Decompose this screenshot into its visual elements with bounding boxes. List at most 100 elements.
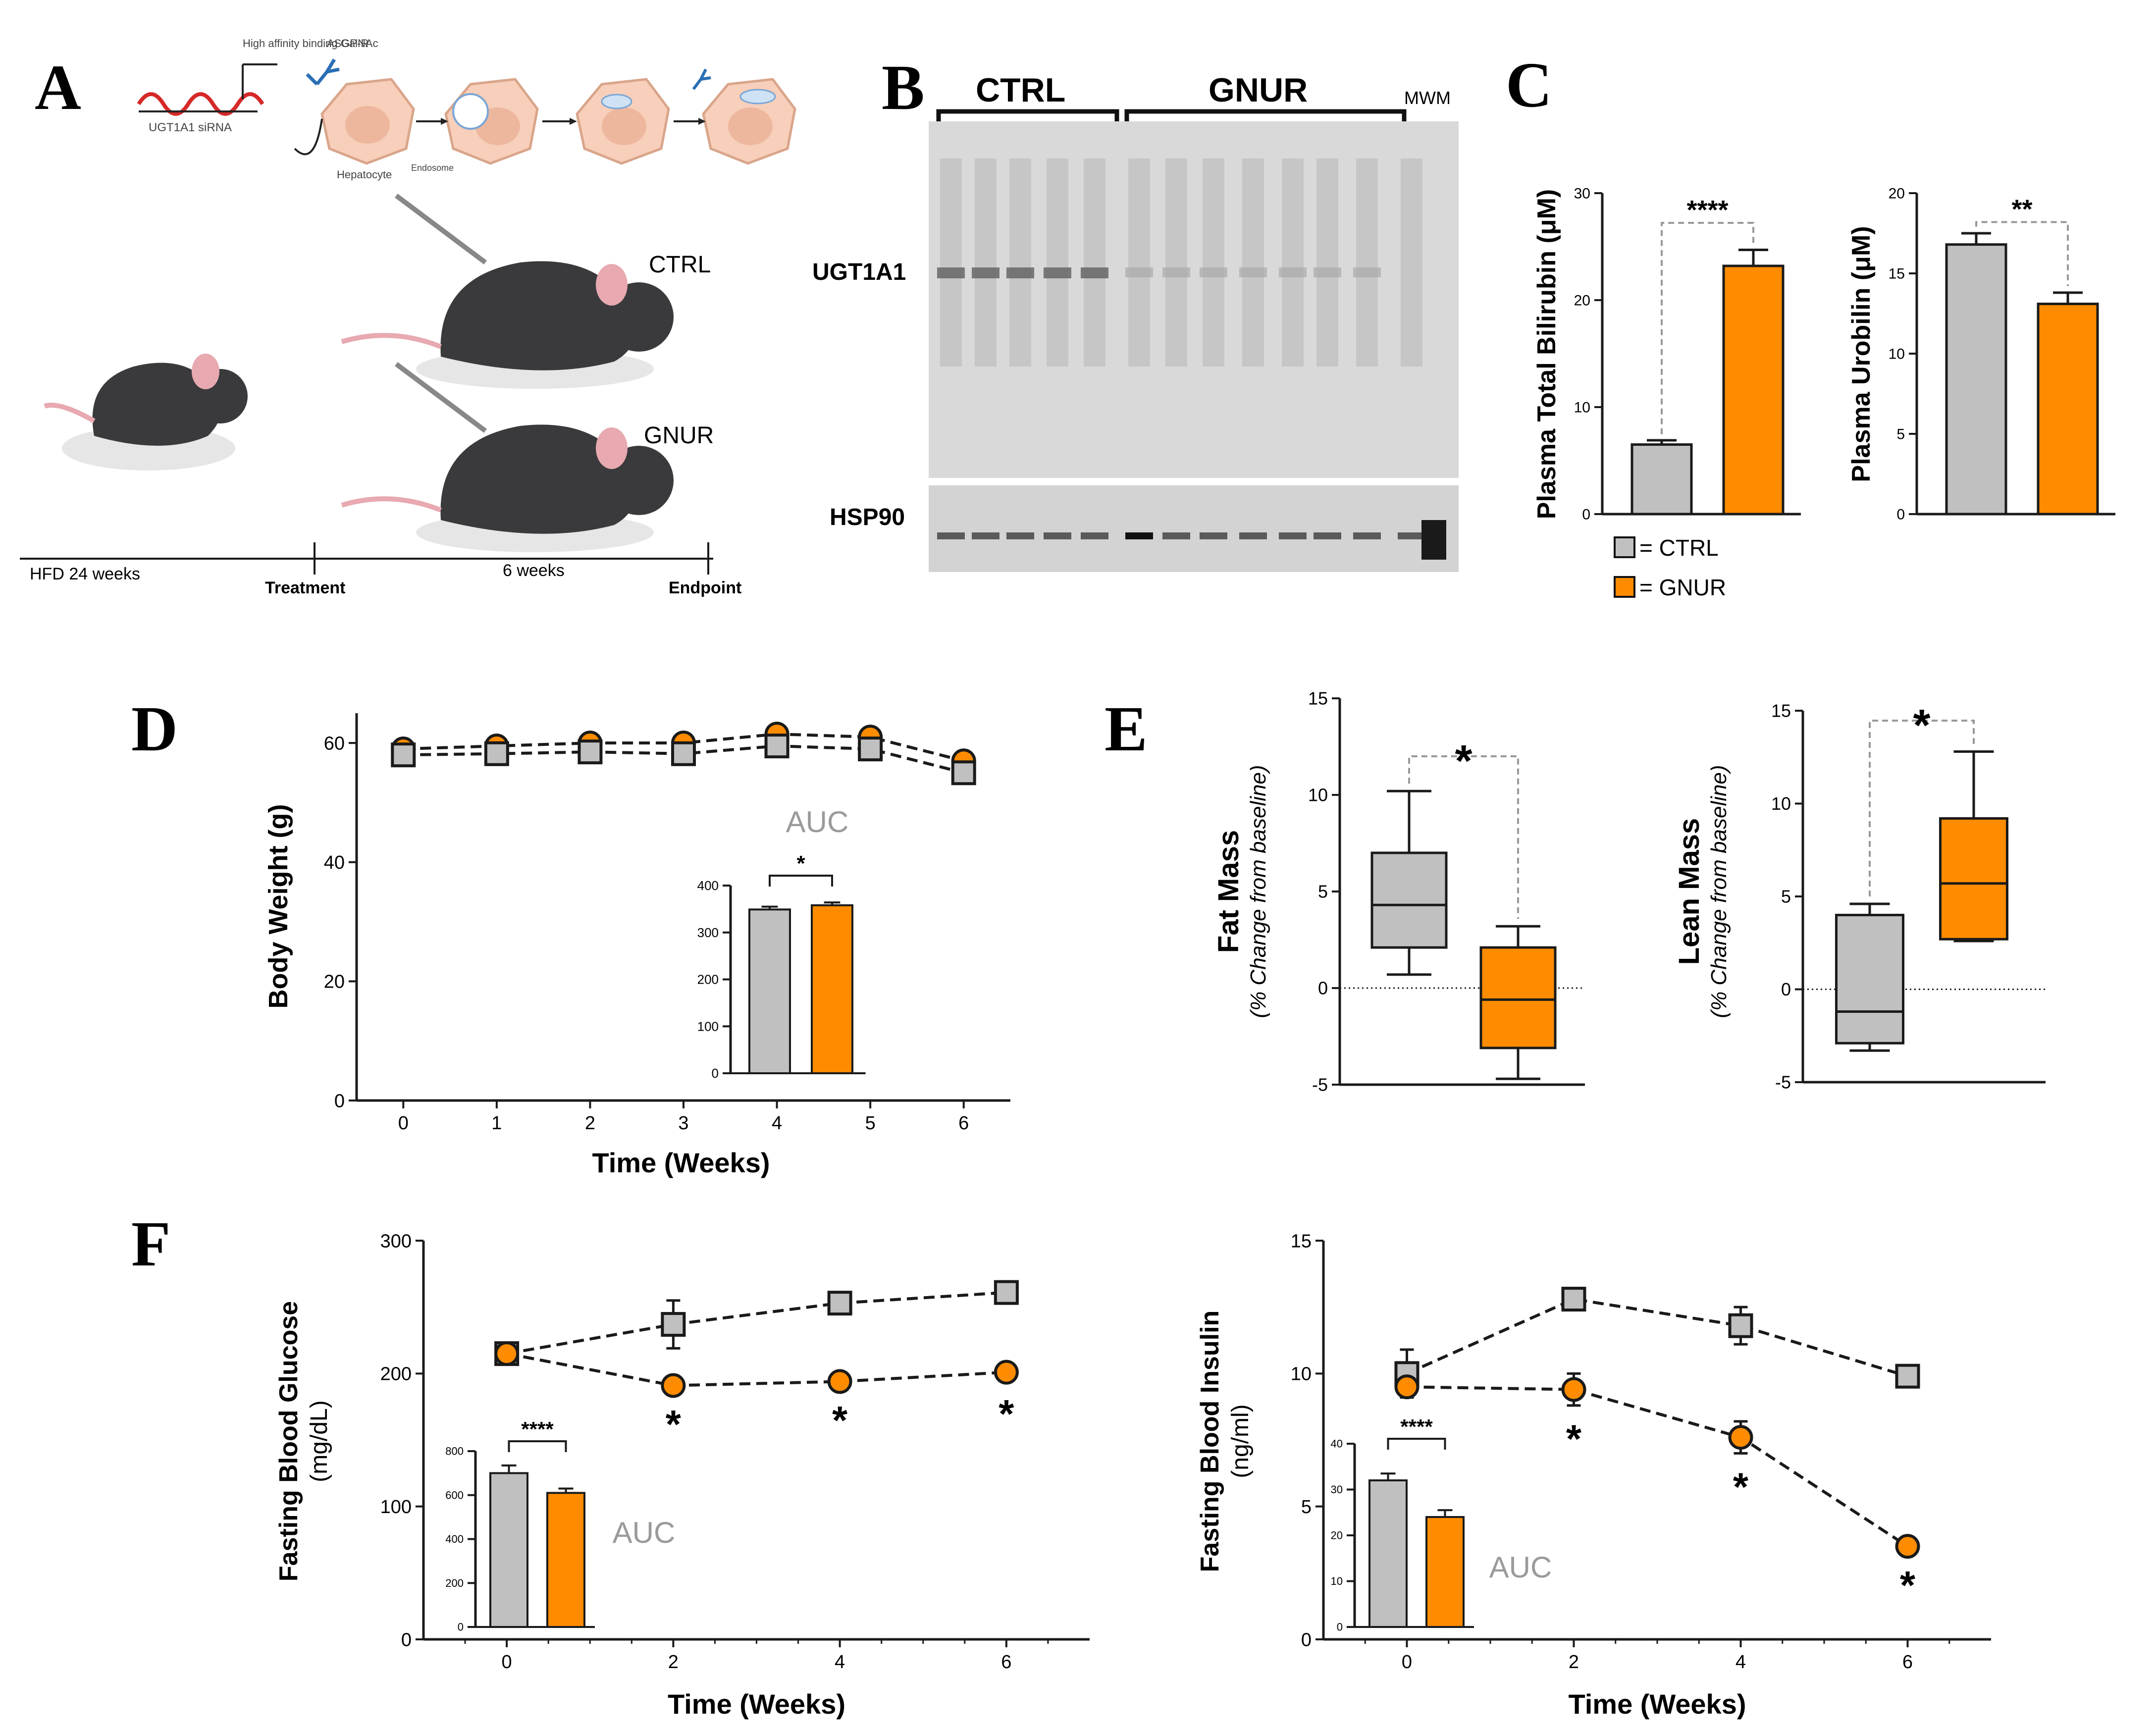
series-line <box>1406 1297 1908 1378</box>
point-gnur <box>1895 1534 1920 1559</box>
y-tick-label: 0 <box>458 1621 464 1633</box>
series-line <box>506 1352 1007 1387</box>
band-label-hsp90: HSP90 <box>830 504 905 530</box>
y-tick-label: 300 <box>380 1231 412 1252</box>
x-tick-label: 4 <box>1735 1652 1746 1673</box>
bar-ctrl <box>1945 243 2007 516</box>
y-axis-sublabel: (mg/dL) <box>306 1400 332 1482</box>
panel-letter-e: E <box>1104 693 1148 765</box>
point-ctrl <box>391 742 416 768</box>
legend-swatch-gnur <box>1614 576 1635 598</box>
y-tick-label: 100 <box>380 1497 412 1518</box>
hepatocyte-label: Hepatocyte <box>337 168 392 181</box>
x-tick-label: 2 <box>1569 1652 1579 1673</box>
x-axis-label: Time (Weeks) <box>668 1688 845 1720</box>
y-tick-label: 800 <box>445 1445 464 1458</box>
bar-ctrl <box>1630 443 1693 516</box>
blot-lane <box>1165 158 1187 367</box>
significance-label: * <box>1913 701 1930 750</box>
inset-significance-label: * <box>796 851 805 876</box>
timeline-duration: 6 weeks <box>503 561 565 580</box>
series-line <box>506 1291 1007 1356</box>
blot-band-hsp90 <box>1398 532 1425 539</box>
point-gnur <box>827 1369 852 1394</box>
blot-band-ugt1a1 <box>1200 267 1227 277</box>
inset-significance-bracket <box>1387 1438 1446 1450</box>
sirna-label: UGT1A1 siRNA <box>149 121 232 134</box>
chart-fasting-insulin: 0 5 10 15 0 2 4 6 Time (Weeks) Fasting Blood Insu… <box>1196 1231 1991 1720</box>
point-ctrl <box>484 741 509 766</box>
point-ctrl <box>1895 1363 1920 1389</box>
blot-lane <box>940 158 962 367</box>
y-tick-label: 30 <box>1331 1483 1343 1496</box>
y-tick-label: 200 <box>445 1577 464 1589</box>
y-tick-label: 10 <box>1308 785 1328 805</box>
y-tick-label: 0 <box>401 1629 412 1650</box>
inset-bar-gnur <box>1425 1516 1465 1628</box>
blot-band-hsp90 <box>972 532 999 539</box>
panel-letter-c: C <box>1506 50 1552 121</box>
inset-bar-ctrl <box>748 908 791 1074</box>
bracket-ctrl <box>936 109 1119 124</box>
point-gnur <box>1561 1377 1586 1402</box>
y-tick-label: 10 <box>1771 793 1791 814</box>
y-tick-label: 10 <box>1291 1364 1312 1385</box>
y-tick-label: 300 <box>697 925 719 940</box>
asgpr-label: ASGP-R <box>327 37 368 50</box>
y-tick-label: -5 <box>1775 1072 1791 1093</box>
series-line <box>1407 1385 1909 1548</box>
blot-band-hsp90 <box>1279 532 1307 539</box>
blot-band-ugt1a1 <box>972 267 999 278</box>
significance-bracket <box>1975 221 2069 286</box>
blot-lane <box>1356 158 1378 367</box>
y-tick-label: 20 <box>1574 293 1590 309</box>
blot-lane <box>975 158 997 367</box>
hepatocyte-2: Endosome <box>411 78 539 173</box>
chart-bilirubin: 0 10 20 30 Plasma Total Bilirubin (μM) **** <box>1532 186 1801 523</box>
group-label-ctrl: CTRL <box>649 252 711 278</box>
y-tick-label: 20 <box>1889 186 1905 202</box>
mouse-gnur-icon <box>341 362 674 552</box>
x-tick-label: 1 <box>491 1113 502 1134</box>
hepatocyte-4 <box>692 68 796 165</box>
blot-band-ugt1a1 <box>1279 267 1307 277</box>
y-tick-label: 40 <box>324 852 345 873</box>
significance-star: * <box>999 1392 1014 1436</box>
x-axis-label: Time (Weeks) <box>592 1147 770 1178</box>
y-tick-label: -5 <box>1312 1075 1328 1095</box>
group-label-gnur: GNUR <box>644 422 714 449</box>
y-axis-sublabel: (% Change from baseline) <box>1246 765 1270 1018</box>
receptor-icon <box>306 58 340 86</box>
timeline-endpoint: Endpoint <box>669 578 741 597</box>
blot-band-ugt1a1 <box>1239 267 1267 277</box>
inset-bar-gnur <box>546 1492 585 1628</box>
point-gnur <box>1728 1425 1753 1450</box>
y-tick-label: 15 <box>1291 1231 1312 1252</box>
panel-letter-f: F <box>131 1208 170 1280</box>
y-tick-label: 40 <box>1331 1438 1343 1450</box>
y-tick-label: 400 <box>445 1533 464 1545</box>
inset-significance-label: **** <box>1400 1415 1433 1438</box>
blot-group-ctrl: CTRL <box>976 71 1065 109</box>
blot-lane <box>1203 158 1224 367</box>
significance-label: * <box>1455 736 1472 786</box>
y-tick-label: 15 <box>1771 701 1791 721</box>
significance-bracket <box>1869 720 1975 896</box>
blot-band-ugt1a1 <box>1353 267 1381 277</box>
point-ctrl <box>578 739 603 765</box>
inset-bar-gnur <box>811 904 853 1075</box>
blot-lane <box>1084 158 1105 367</box>
chart-fasting-glucose: 0 100 200 300 0 2 4 6 Time (Weeks) Fasting Blood … <box>274 1231 1090 1720</box>
inset-significance-bracket <box>508 1440 567 1452</box>
point-ctrl <box>1561 1287 1586 1312</box>
box-gnur <box>1939 817 2008 941</box>
blot-band-hsp90 <box>1200 532 1227 539</box>
blot-band-hsp90 <box>1239 532 1267 539</box>
inset-title: AUC <box>1489 1551 1552 1584</box>
y-tick-label: 5 <box>1896 426 1905 443</box>
point-gnur <box>494 1341 520 1366</box>
y-tick-label: 0 <box>712 1066 719 1081</box>
point-gnur <box>661 1373 686 1398</box>
point-ctrl <box>764 734 789 759</box>
